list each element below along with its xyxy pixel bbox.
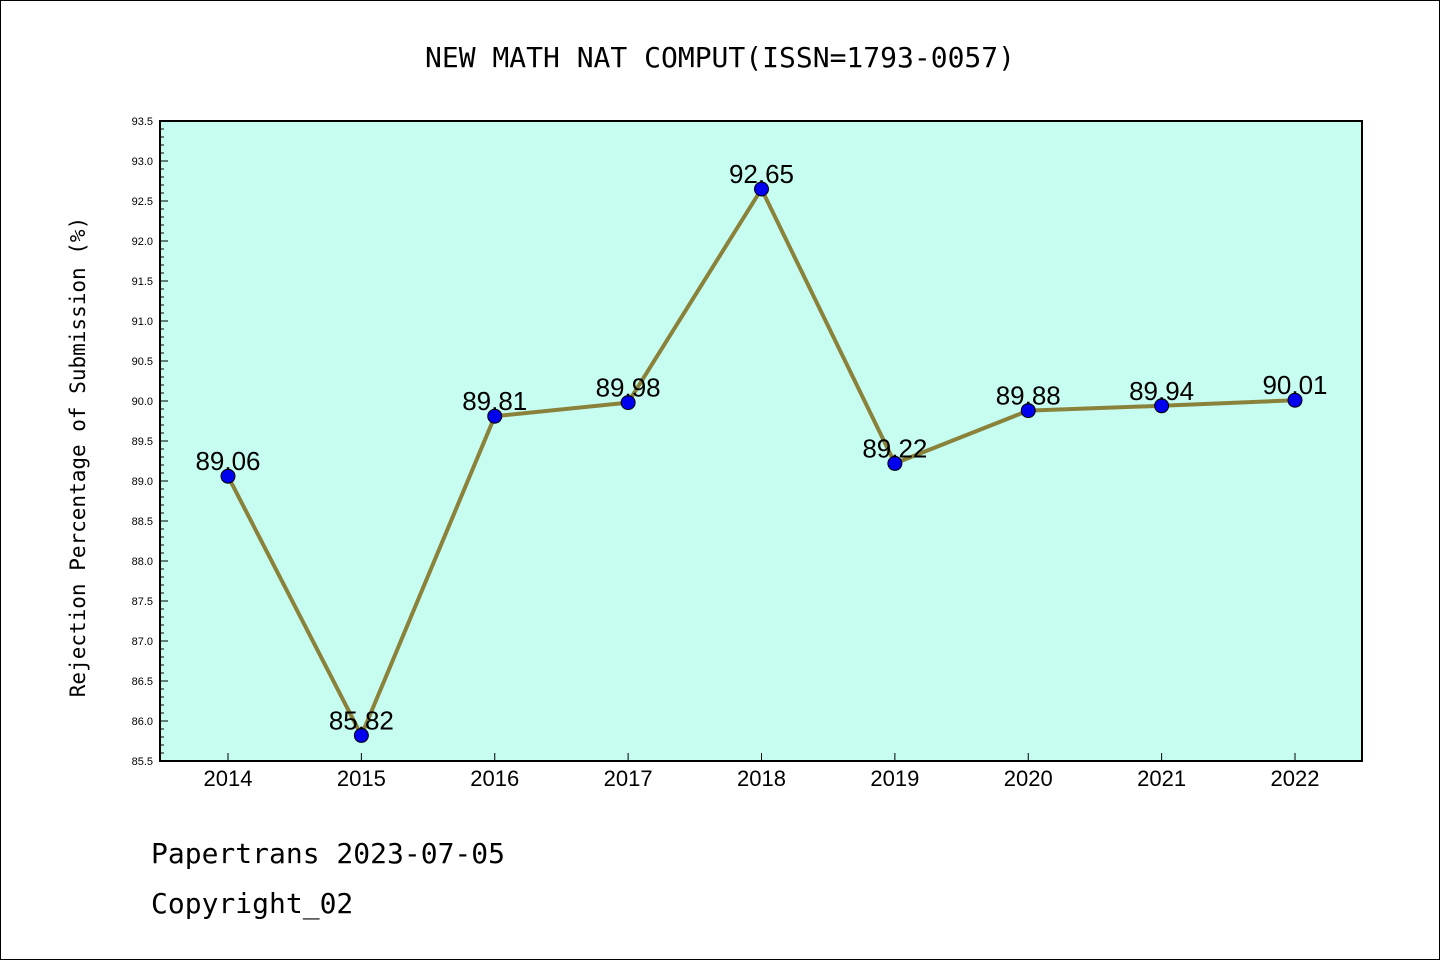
data-label: 89.98 [596, 373, 661, 403]
data-points [220, 181, 1303, 743]
y-tick-label: 85.5 [132, 756, 153, 768]
data-label: 89.94 [1129, 376, 1194, 406]
y-tick-label: 92.0 [132, 236, 153, 248]
y-tick-label: 92.5 [132, 196, 153, 208]
x-tick-label: 2017 [604, 766, 653, 791]
data-point [620, 395, 636, 411]
plot-area [159, 120, 1363, 762]
y-tick-label: 87.5 [132, 596, 153, 608]
data-point [353, 727, 369, 743]
x-axis-ticks: 2014 2015 2016 2017 2018 2019 2020 2021 2022 [204, 753, 1320, 791]
y-tick-label: 86.0 [132, 716, 153, 728]
x-tick-label: 2014 [204, 766, 253, 791]
data-point [887, 455, 903, 471]
y-tick-label: 86.5 [132, 676, 153, 688]
x-tick-label: 2016 [470, 766, 519, 791]
data-point [1287, 392, 1303, 408]
y-tick-label: 91.0 [132, 316, 153, 328]
y-tick-label: 87.0 [132, 636, 153, 648]
chart-title: NEW MATH NAT COMPUT(ISSN=1793-0057) [425, 41, 1015, 74]
x-tick-label: 2019 [870, 766, 919, 791]
data-label: 89.06 [195, 446, 260, 476]
y-tick-label: 88.0 [132, 556, 153, 568]
data-labels: 89.06 85.82 89.81 89.98 92.65 89.22 89.88 89.94… [195, 159, 1327, 735]
y-tick-label: 89.5 [132, 436, 153, 448]
footer-date: Papertrans 2023-07-05 [151, 837, 506, 870]
data-point [1020, 403, 1036, 419]
y-tick-label: 90.5 [132, 356, 153, 368]
y-tick-label: 88.5 [132, 516, 153, 528]
y-tick-label: 93.5 [132, 116, 153, 128]
y-tick-label: 90.0 [132, 396, 153, 408]
y-tick-label: 89.0 [132, 476, 153, 488]
data-label: 89.81 [462, 386, 527, 416]
data-point [487, 408, 503, 424]
footer-copyright: Copyright_02 [151, 887, 354, 920]
data-point [754, 181, 769, 197]
x-tick-label: 2022 [1271, 766, 1320, 791]
y-tick-label: 91.5 [132, 276, 153, 288]
y-tick-label: 93.0 [132, 156, 153, 168]
x-tick-label: 2020 [1004, 766, 1053, 791]
x-tick-label: 2015 [337, 766, 386, 791]
x-tick-label: 2018 [737, 766, 786, 791]
data-point [220, 468, 236, 484]
data-label: 85.82 [329, 705, 394, 735]
data-label: 90.01 [1262, 370, 1327, 400]
data-point [1154, 398, 1170, 414]
data-label: 89.22 [862, 433, 927, 463]
y-axis-label: Rejection Percentage of Submission (%) [66, 217, 90, 697]
data-label: 92.65 [729, 159, 794, 189]
x-tick-label: 2021 [1137, 766, 1186, 791]
data-label: 89.88 [996, 381, 1061, 411]
y-axis-ticks: 85.5 86.0 86.5 87.0 87.5 88.0 88.5 89.0 89.5 90.0… [132, 116, 168, 768]
